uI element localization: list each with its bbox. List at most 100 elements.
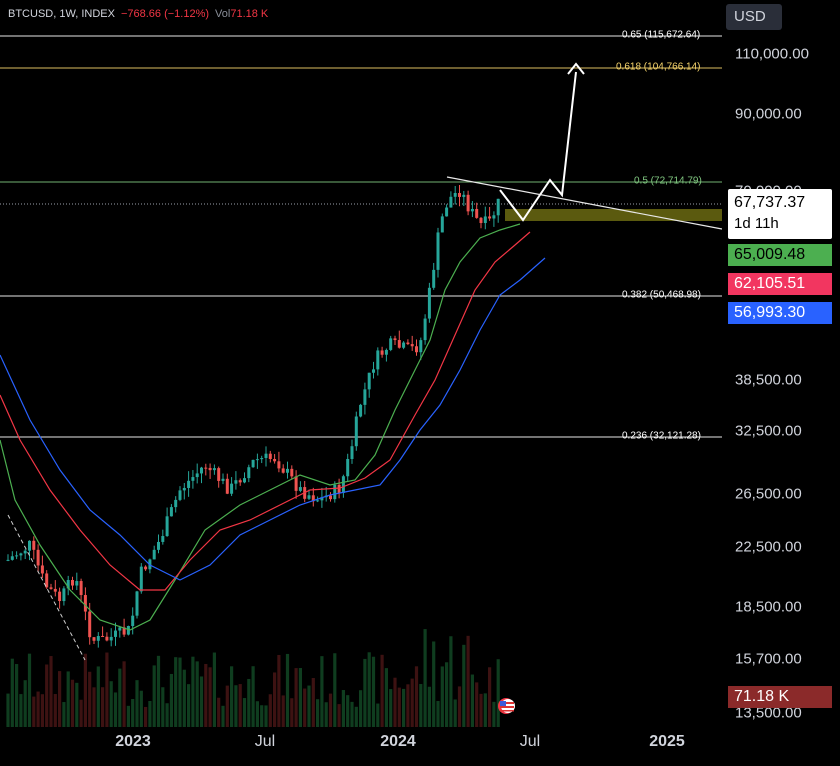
volume-bar — [488, 667, 492, 727]
volume-bar — [316, 699, 320, 727]
candle-body — [19, 553, 23, 556]
candle-body — [161, 536, 165, 542]
descending-trend-line — [446, 176, 723, 230]
volume-bar — [273, 672, 277, 727]
candle-body — [277, 461, 281, 469]
volume-bar — [122, 661, 126, 727]
time-tick-label: Jul — [254, 733, 276, 750]
volume-bar — [204, 663, 208, 727]
volume-value: 71.18 K — [230, 8, 269, 20]
candle-body — [333, 484, 337, 500]
volume-bar — [221, 705, 225, 727]
volume-bar — [83, 653, 87, 727]
ma-value-tag: 56,993.30 — [728, 302, 832, 324]
candle-body — [466, 194, 470, 212]
candle-body — [341, 476, 345, 493]
volume-bar — [49, 656, 53, 727]
volume-bar — [178, 657, 182, 727]
volume-bar — [294, 668, 298, 727]
volume-bar — [285, 653, 290, 727]
candle-body — [187, 480, 191, 488]
volume-bar — [165, 703, 169, 727]
volume-bar — [225, 685, 229, 727]
price-tick-label: 13,500.00 — [735, 704, 802, 722]
price-tick-label: 110,000.00 — [735, 45, 809, 63]
candle-body — [359, 404, 363, 417]
candle-body — [462, 194, 466, 197]
volume-bar — [380, 654, 384, 727]
volume-bar — [19, 694, 23, 727]
volume-bar — [251, 666, 255, 727]
volume-bar — [10, 658, 14, 727]
volume-bar — [144, 706, 148, 727]
candle-body — [346, 458, 350, 477]
volume-bar — [328, 693, 333, 727]
candle-body — [40, 565, 44, 574]
price-tick-label: 38,500.00 — [735, 371, 802, 389]
candle-body — [36, 549, 40, 566]
candle-body — [402, 342, 406, 348]
candle-body — [182, 487, 186, 491]
candle-body — [15, 555, 19, 557]
volume-bar — [445, 662, 449, 727]
volume-bar — [27, 653, 32, 727]
volume-bar — [66, 671, 70, 727]
volume-bar — [6, 693, 10, 727]
volume-bar — [462, 644, 466, 727]
volume-bar — [281, 695, 285, 727]
volume-bar — [105, 652, 109, 727]
candle-body — [165, 516, 169, 537]
candle-body — [384, 349, 388, 355]
volume-bar — [320, 656, 324, 727]
volume-bar — [449, 636, 453, 727]
candle-body — [234, 480, 238, 484]
candle-body — [273, 458, 277, 462]
volume-bar — [419, 684, 423, 727]
volume-bar — [195, 661, 199, 727]
volume-bar — [341, 690, 345, 727]
volume-bar — [475, 682, 479, 727]
candle-body — [204, 467, 208, 469]
candle-body — [294, 476, 298, 491]
candle-body — [397, 340, 401, 348]
candle-body — [139, 566, 143, 592]
us-flag-icon[interactable] — [494, 697, 518, 715]
ma-short-line — [0, 223, 521, 631]
volume-bar — [238, 684, 242, 727]
volume-bar — [479, 693, 483, 727]
volume-bar — [359, 690, 363, 727]
candle-body — [380, 350, 384, 355]
candle-body — [393, 338, 397, 341]
candle-body — [28, 540, 31, 551]
fib-level-label: 0.65 (115,672.64) — [622, 29, 701, 41]
candle-body — [122, 627, 126, 635]
projection-arrowhead — [567, 62, 585, 75]
volume-bar — [148, 701, 152, 727]
price-axis[interactable] — [722, 0, 840, 727]
candle-body — [225, 478, 229, 494]
volume-bar — [23, 680, 27, 727]
volume-bar — [371, 656, 376, 727]
volume-bar — [191, 656, 195, 727]
candle-body — [281, 468, 285, 473]
volume-bar — [406, 684, 410, 727]
candle-body — [479, 217, 483, 224]
volume-bar — [247, 678, 251, 727]
volume-bar — [96, 666, 100, 727]
candle-body — [217, 468, 221, 481]
candle-body — [230, 483, 234, 494]
volume-bar — [307, 685, 311, 727]
candle-body — [329, 495, 332, 500]
fib-level-label: 0.5 (72,714.79) — [634, 175, 702, 187]
volume-bar — [393, 677, 397, 727]
volume-bar — [311, 678, 315, 727]
currency-button[interactable]: USD — [726, 4, 782, 30]
candle-body — [221, 478, 225, 481]
candle-body — [458, 193, 461, 197]
candle-body — [6, 559, 10, 561]
volume-bar — [58, 671, 62, 727]
symbol-legend: BTCUSD, 1W, INDEX −768.66 (−1.12%) Vol 7… — [8, 8, 268, 20]
candle-body — [88, 611, 92, 638]
symbol-title: BTCUSD, 1W, INDEX — [8, 8, 115, 20]
